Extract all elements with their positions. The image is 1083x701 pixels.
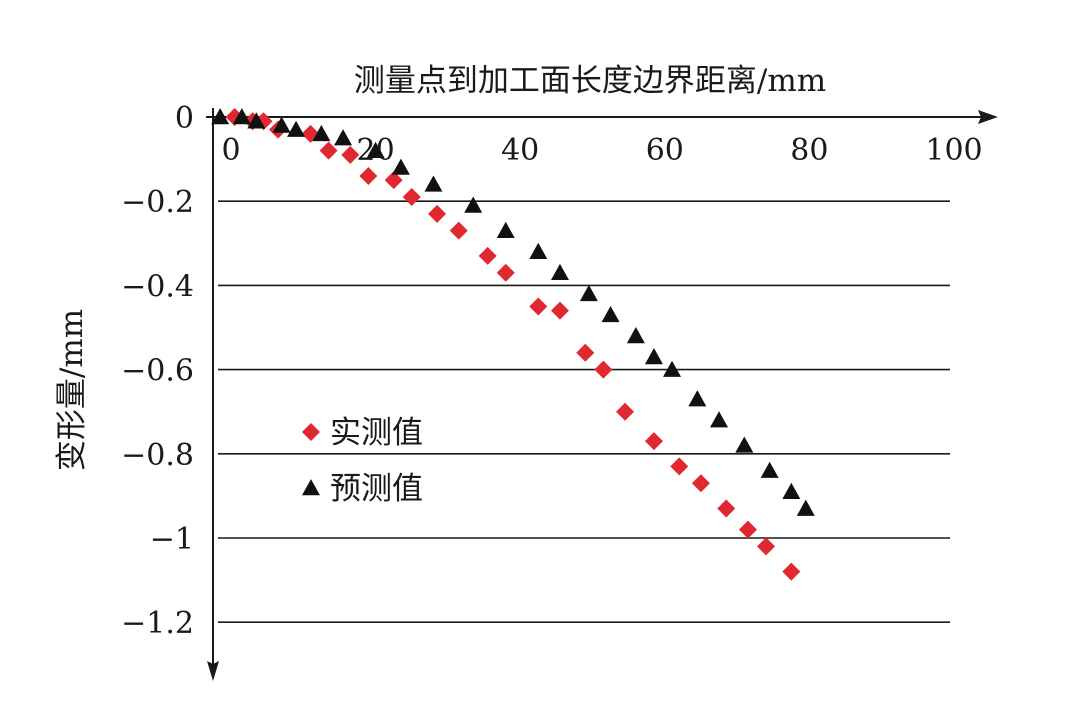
predicted-point-1 [232,108,251,125]
tick-labels-layer: 0204060801000−0.2−0.4−0.6−0.8−1−1.2 [121,101,982,641]
x-tick-label-2: 40 [501,133,539,168]
y-axis-arrow-icon [207,661,219,681]
measured-point-15 [550,301,569,320]
measured-point-24 [757,537,776,556]
x-tick-label-3: 60 [646,133,684,168]
predicted-point-12 [529,242,548,260]
predicted-point-4 [287,120,306,137]
x-tick-label-5: 100 [925,133,982,168]
measured-point-12 [478,246,497,265]
predicted-point-17 [644,348,663,365]
predicted-point-9 [424,175,443,192]
predicted-point-8 [391,158,410,175]
measured-point-18 [616,402,635,421]
predicted-point-14 [579,284,598,302]
measured-point-14 [529,297,548,316]
grid-layer [218,200,950,624]
measured-point-25 [782,562,801,581]
predicted-point-22 [760,461,779,478]
measured-point-7 [359,166,378,185]
measured-point-19 [644,432,663,451]
measured-point-8 [384,171,403,190]
x-axis-title: 测量点到加工面长度边界距离/mm [354,63,826,99]
y-tick-label-4: −0.8 [121,438,194,473]
legend-measured-marker [302,423,320,441]
measured-point-20 [670,457,689,476]
predicted-point-6 [334,129,353,146]
predicted-point-13 [550,263,569,281]
measured-point-22 [717,499,736,518]
legend-measured-label: 实测值 [330,415,423,451]
predicted-point-0 [211,108,230,125]
y-axis-title: 变形量/mm [54,309,90,471]
predicted-point-23 [782,482,801,499]
predicted-point-24 [796,499,815,516]
predicted-point-15 [601,305,620,323]
measured-point-11 [449,221,468,240]
predicted-point-7 [366,141,385,158]
x-tick-label-4: 80 [790,133,828,168]
y-tick-label-2: −0.4 [121,269,194,304]
predicted-point-18 [663,360,682,377]
measured-point-6 [341,145,360,164]
y-tick-label-3: −0.6 [121,354,194,389]
predicted-point-3 [272,116,291,133]
measured-point-21 [691,474,710,493]
legend-predicted-marker [302,479,320,496]
points-layer [211,108,815,581]
predicted-point-19 [688,390,707,407]
legend-predicted-label: 预测值 [330,471,423,507]
measured-point-13 [496,263,515,282]
y-tick-label-1: −0.2 [121,185,194,220]
y-tick-label-5: −1 [150,522,194,557]
predicted-point-10 [464,196,483,213]
predicted-point-5 [312,124,331,142]
x-axis-arrow-icon [978,110,998,124]
measured-point-16 [576,343,595,362]
predicted-point-11 [496,221,515,238]
axis-layer [206,108,998,681]
predicted-point-20 [710,411,729,428]
predicted-point-2 [247,112,266,129]
y-tick-label-6: −1.2 [121,606,194,641]
measured-point-23 [738,520,757,539]
measured-point-17 [594,360,613,379]
y-tick-label-0: 0 [175,101,194,136]
measured-point-9 [402,187,421,206]
measured-point-2 [254,112,273,131]
predicted-point-16 [626,327,645,344]
predicted-point-21 [735,436,754,453]
x-tick-label-0: 0 [221,133,240,168]
measured-point-5 [319,141,338,160]
measured-point-10 [428,204,447,223]
